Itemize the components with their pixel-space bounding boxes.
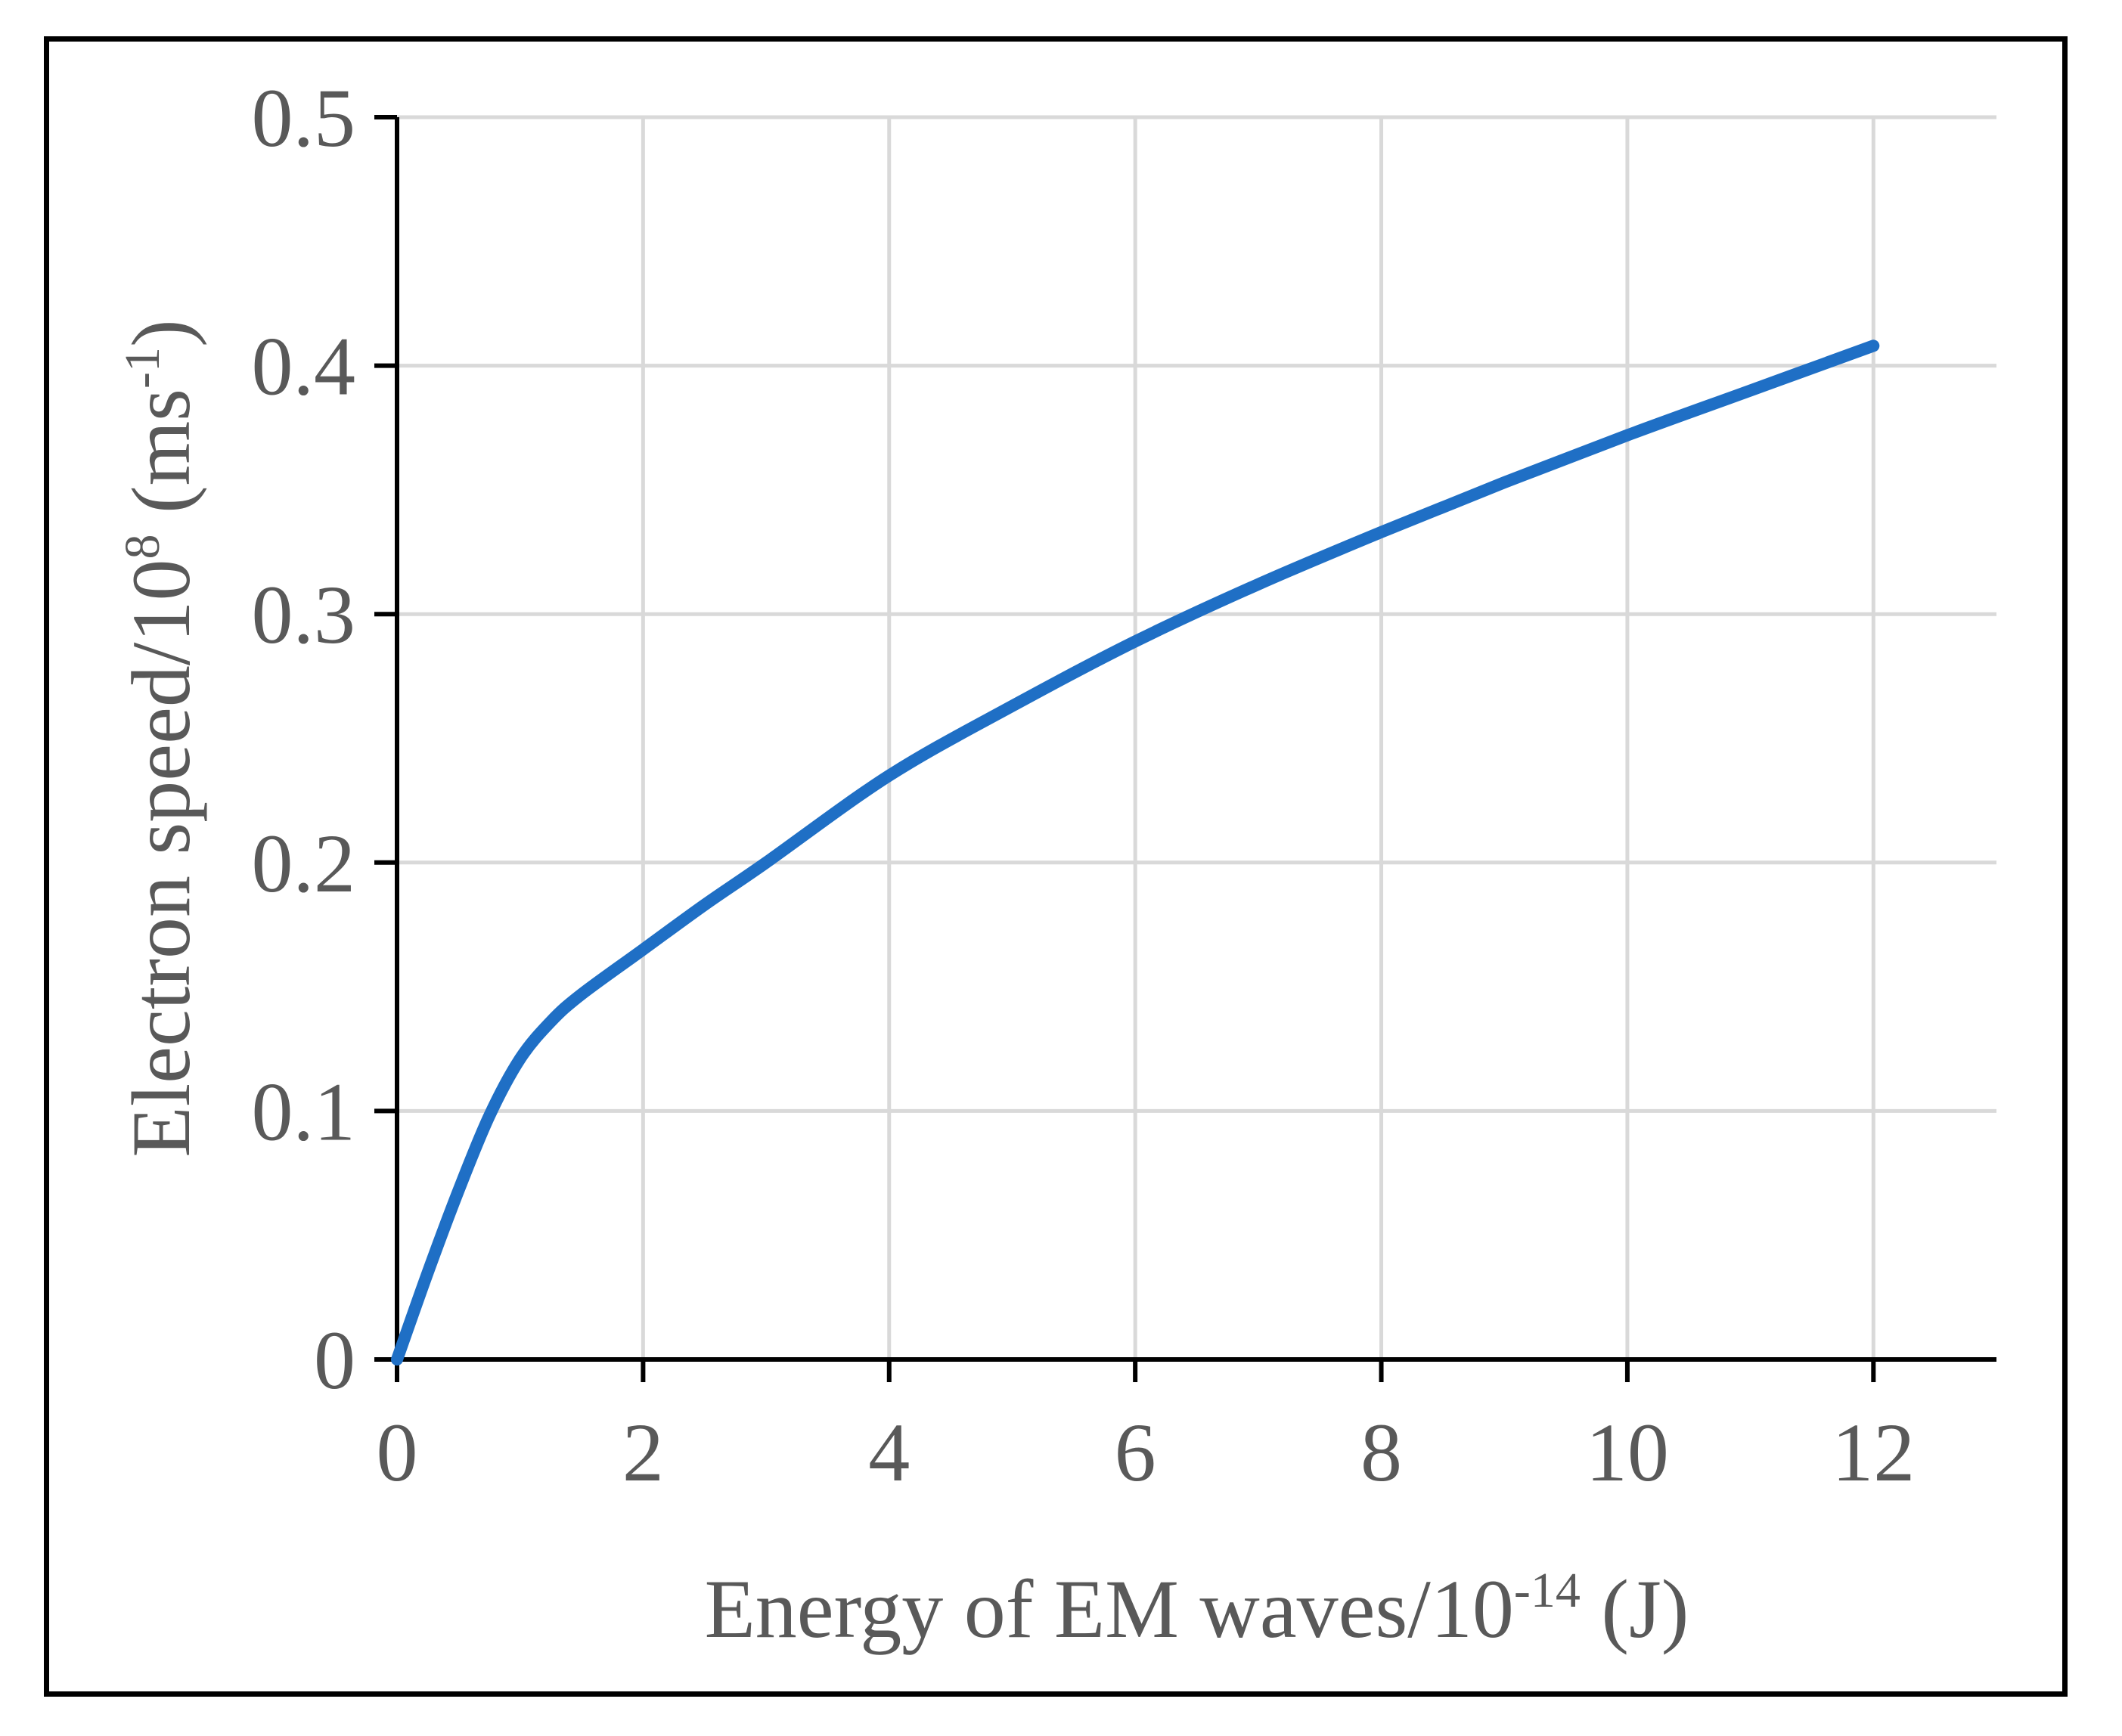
- chart-svg: 0 0.1 0.2 0.3 0.4 0.5 0 2 4 6 8 10 12 Energy of EM w…: [115, 72, 1996, 1655]
- y-tick-label: 0: [314, 1314, 355, 1406]
- tick-labels: 0 0.1 0.2 0.3 0.4 0.5 0 2 4 6 8 10 12: [252, 72, 1916, 1499]
- series-line: [391, 339, 1880, 1366]
- series: [391, 339, 1880, 1366]
- x-tick-label: 10: [1586, 1406, 1669, 1499]
- grid: [397, 115, 1996, 1359]
- x-tick-label: 12: [1832, 1406, 1915, 1499]
- x-axis-title: Energy of EM waves/10-14 (J): [705, 1563, 1689, 1655]
- y-tick-label: 0.4: [252, 321, 356, 413]
- x-tick-label: 2: [622, 1406, 664, 1499]
- y-tick-label: 0.3: [252, 569, 356, 661]
- x-tick-label: 4: [868, 1406, 910, 1499]
- y-tick-label: 0.1: [252, 1065, 356, 1158]
- x-tick-label: 6: [1115, 1406, 1156, 1499]
- y-tick-label: 0.5: [252, 72, 356, 164]
- chart-frame: 0 0.1 0.2 0.3 0.4 0.5 0 2 4 6 8 10 12 Energy of EM w…: [44, 36, 2068, 1697]
- axes: [374, 115, 1996, 1382]
- x-tick-label: 8: [1360, 1406, 1402, 1499]
- y-axis-title: Electron speed/108 (ms-1): [115, 319, 207, 1157]
- x-tick-label: 0: [377, 1406, 418, 1499]
- y-tick-label: 0.2: [252, 817, 356, 910]
